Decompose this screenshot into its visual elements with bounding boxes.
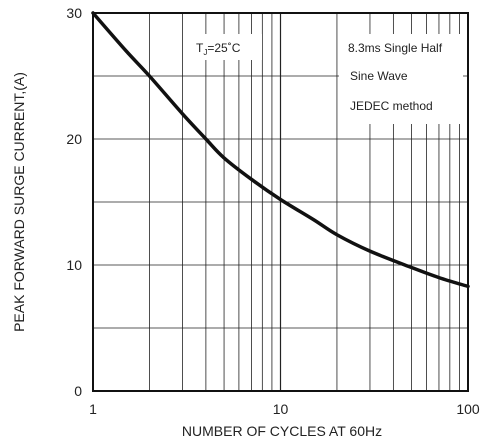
temperature-annotation-bg	[186, 34, 262, 60]
x-tick-label: 1	[89, 401, 97, 417]
temperature-annotation: TJ=25˚C	[186, 34, 262, 60]
x-tick-label: 100	[456, 401, 480, 417]
test-condition-line-3: JEDEC method	[350, 99, 433, 113]
plot-frame	[92, 12, 469, 392]
y-tick-label: 0	[74, 383, 82, 399]
test-conditions-annotation: 8.3ms Single Half Sine Wave JEDEC method	[339, 34, 463, 124]
x-tick-label: 10	[273, 401, 289, 417]
y-axis-label: PEAK FORWARD SURGE CURRENT,(A)	[11, 72, 27, 332]
tick-labels: 1 10 100 0 10 20 30	[66, 5, 479, 417]
x-axis-label: NUMBER OF CYCLES AT 60Hz	[182, 423, 382, 439]
temperature-annotation-text: TJ=25˚C	[196, 41, 241, 57]
y-tick-label: 10	[66, 257, 82, 273]
test-condition-line-2: Sine Wave	[350, 69, 408, 83]
test-conditions-annotation-bg	[339, 34, 463, 124]
y-tick-label: 20	[66, 131, 82, 147]
test-condition-line-1: 8.3ms Single Half	[348, 41, 443, 55]
surge-curve-line	[91, 11, 470, 289]
y-tick-label: 30	[66, 5, 82, 21]
